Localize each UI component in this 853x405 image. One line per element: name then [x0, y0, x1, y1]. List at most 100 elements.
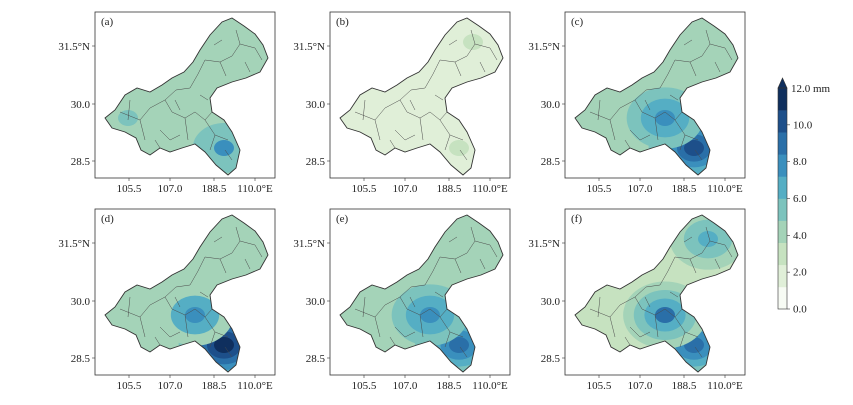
colorbar-tick-label: 2.0 — [793, 267, 807, 279]
y-tick-label: 31.5°N — [58, 41, 90, 53]
district-boundary — [199, 94, 209, 101]
x-tick-label: 188.5 — [437, 183, 462, 195]
y-tick-label: 31.5°N — [293, 41, 325, 53]
district-boundary — [609, 119, 616, 141]
y-tick-label: 30.0 — [71, 99, 91, 111]
district-boundary — [434, 291, 444, 298]
colorbar-block — [778, 198, 787, 221]
panel-label: (b) — [336, 16, 349, 28]
district-boundary — [174, 99, 181, 111]
district-boundary — [362, 296, 366, 318]
rainfall-contour — [214, 140, 234, 156]
district-boundary — [714, 61, 721, 73]
district-boundary — [459, 149, 468, 161]
y-tick-label: 30.0 — [71, 296, 91, 308]
district-boundary — [164, 87, 191, 101]
x-tick-label: 188.5 — [437, 380, 462, 392]
district-boundary — [374, 119, 381, 141]
x-tick-label: 110.0°E — [237, 380, 273, 392]
y-tick-label: 30.0 — [541, 99, 561, 111]
district-boundary — [679, 331, 686, 348]
district-boundary — [434, 94, 444, 101]
panel-label: (f) — [571, 213, 582, 225]
colorbar-tick-labels: 10.0 8.0 6.0 4.0 2.0 0.0 — [787, 119, 813, 316]
map-panel-b: (b) 105.5 107.0 188.5 110.0°E 31.5°N 30.0 28.5 — [293, 11, 511, 195]
x-tick-label: 110.0°E — [237, 183, 273, 195]
map-panel-c: (c) 105.5 107.0 188.5 110.0°E 31.5°N 30.0 28.5 — [528, 11, 746, 195]
district-boundary — [654, 314, 659, 338]
district-boundary — [419, 117, 424, 141]
district-boundary — [444, 331, 451, 348]
district-boundary — [424, 59, 441, 89]
rainfall-contour — [698, 231, 718, 247]
y-tick-label: 30.0 — [306, 296, 326, 308]
x-tick-label: 188.5 — [672, 380, 697, 392]
colorbar-block — [778, 242, 787, 266]
colorbar-block — [778, 220, 787, 243]
district-boundary — [184, 314, 189, 338]
x-tick-label: 107.0 — [158, 183, 183, 195]
district-boundary — [644, 296, 651, 308]
district-boundary — [597, 99, 601, 121]
district-boundary — [624, 336, 631, 346]
district-boundary — [709, 240, 733, 258]
x-tick-label: 107.0 — [393, 183, 418, 195]
district-boundary — [189, 256, 206, 286]
district-boundary — [454, 61, 462, 77]
district-boundary — [189, 59, 206, 89]
district-boundary — [459, 346, 468, 358]
colorbar: 12.0 mm 10.0 8.0 6.0 4.0 2.0 0.0 — [777, 77, 831, 316]
district-boundary — [244, 258, 251, 270]
district-boundary — [683, 236, 693, 243]
y-tick-label: 30.0 — [541, 296, 561, 308]
colorbar-block — [778, 286, 787, 310]
district-boundary — [224, 149, 233, 161]
district-boundary — [424, 256, 441, 286]
rainfall-contour — [214, 337, 234, 353]
panel-label: (e) — [336, 213, 349, 225]
district-boundary — [154, 139, 161, 149]
district-boundary — [654, 117, 659, 141]
colorbar-tick-label: 8.0 — [793, 156, 807, 168]
x-tick-label: 110.0°E — [472, 183, 508, 195]
x-tick-label: 105.5 — [352, 183, 377, 195]
district-boundary — [479, 258, 486, 270]
district-boundary — [634, 284, 661, 298]
district-boundary — [634, 87, 661, 101]
district-boundary — [694, 149, 703, 161]
district-boundary — [454, 258, 462, 274]
x-tick-label: 107.0 — [158, 380, 183, 392]
rainfall-contour — [420, 307, 440, 323]
panel-label: (d) — [101, 213, 114, 225]
district-boundary — [389, 336, 396, 346]
x-tick-label: 188.5 — [672, 183, 697, 195]
rainfall-contour — [463, 34, 483, 50]
district-boundary — [239, 43, 263, 61]
district-boundary — [139, 119, 146, 141]
colorbar-blocks — [778, 88, 787, 310]
colorbar-block — [778, 110, 787, 133]
rainfall-contour — [684, 140, 704, 156]
district-boundary — [374, 316, 381, 338]
district-boundary — [127, 296, 131, 318]
y-tick-label: 28.5 — [71, 353, 91, 365]
colorbar-block — [778, 176, 787, 199]
district-boundary — [159, 326, 181, 338]
district-boundary — [154, 336, 161, 346]
x-tick-label: 110.0°E — [707, 380, 743, 392]
district-boundary — [689, 258, 697, 274]
rainfall-contour — [655, 307, 675, 323]
colorbar-block — [778, 132, 787, 155]
rainfall-contour — [655, 110, 675, 126]
rainfall-contour — [449, 140, 469, 156]
rainfall-contour — [449, 337, 469, 353]
rainfall-contour — [463, 231, 483, 247]
district-boundary — [474, 43, 498, 61]
y-tick-label: 31.5°N — [528, 41, 560, 53]
district-boundary — [624, 139, 631, 149]
colorbar-tick-label: 0.0 — [793, 304, 807, 316]
district-boundary — [213, 39, 223, 46]
district-boundary — [219, 258, 227, 274]
x-tick-label: 105.5 — [587, 380, 612, 392]
